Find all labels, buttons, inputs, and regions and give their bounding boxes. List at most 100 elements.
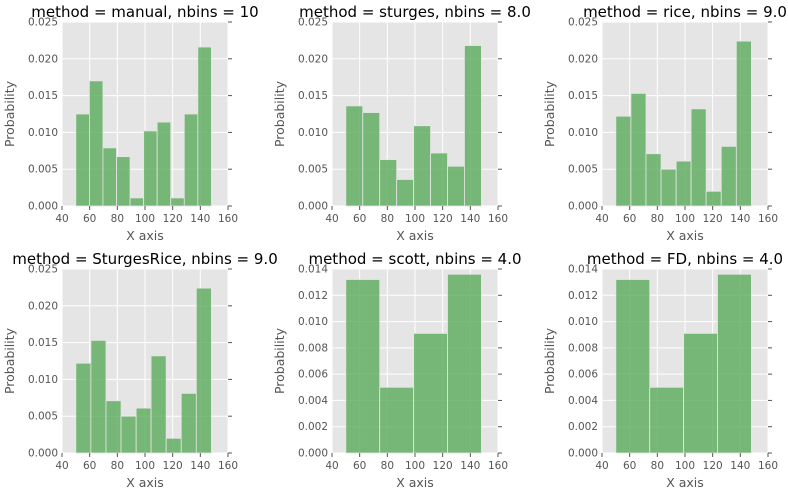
histogram-bar — [615, 115, 632, 207]
y-tick-label: 0.025 — [28, 17, 58, 29]
x-tick-label: 140 — [460, 213, 480, 225]
y-axis-label: Probability — [542, 327, 557, 394]
y-tick-label: 0.004 — [568, 395, 598, 407]
x-tick-label: 120 — [163, 460, 183, 472]
x-tick-label: 80 — [111, 460, 124, 472]
y-tick-label: 0.020 — [28, 300, 58, 312]
y-tick-label: 0.015 — [28, 90, 58, 102]
subplot-title: method = rice, nbins = 9.0 — [583, 3, 787, 21]
x-tick-label: 80 — [651, 213, 664, 225]
histogram-bar — [413, 332, 448, 454]
histogram-bar — [143, 130, 158, 207]
y-tick-label: 0.002 — [298, 421, 328, 433]
x-tick-label: 160 — [758, 213, 778, 225]
subplot-6: 40 60 80 100 120 140 160 0.000 0.002 0.004 0.006 0.… — [542, 250, 783, 490]
histogram-bar — [615, 279, 651, 454]
x-tick-label: 40 — [595, 460, 608, 472]
histogram-bar — [447, 273, 482, 454]
histogram-bar — [165, 437, 182, 454]
histogram-bar — [88, 80, 104, 207]
x-axis-label: X axis — [396, 228, 434, 243]
histogram-bar — [660, 168, 677, 207]
y-tick-label: 0.005 — [298, 164, 328, 176]
x-axis-label: X axis — [396, 475, 434, 490]
x-tick-label: 140 — [730, 213, 750, 225]
x-tick-label: 140 — [460, 460, 480, 472]
y-tick-label: 0.010 — [28, 374, 58, 386]
x-tick-label: 60 — [623, 213, 636, 225]
x-tick-label: 100 — [135, 460, 155, 472]
histogram-bar — [362, 112, 381, 207]
histogram-bar — [649, 386, 685, 454]
y-tick-label: 0.020 — [28, 53, 58, 65]
x-tick-label: 120 — [703, 213, 723, 225]
x-tick-label: 80 — [381, 213, 394, 225]
histogram-bar — [379, 386, 415, 454]
histogram-bar — [345, 279, 381, 454]
x-tick-label: 100 — [135, 213, 155, 225]
histogram-bar — [705, 190, 722, 207]
subplot-4: 40 60 80 100 120 140 160 0.000 0.005 0.010 0.015 0.… — [2, 250, 278, 490]
x-tick-label: 60 — [353, 213, 366, 225]
y-tick-label: 0.002 — [568, 421, 598, 433]
histogram-bar — [105, 400, 122, 454]
x-tick-label: 80 — [381, 460, 394, 472]
histogram-bar — [197, 46, 212, 207]
y-tick-label: 0.005 — [28, 411, 58, 423]
y-tick-label: 0.015 — [568, 90, 598, 102]
histogram-bar — [675, 160, 692, 207]
y-tick-label: 0.008 — [298, 342, 328, 354]
x-axis-label: X axis — [666, 475, 704, 490]
subplot-title: method = scott, nbins = 4.0 — [308, 250, 521, 268]
y-tick-label: 0.006 — [568, 369, 598, 381]
x-tick-label: 160 — [488, 460, 508, 472]
subplot-title: method = SturgesRice, nbins = 9.0 — [12, 250, 278, 268]
x-tick-label: 160 — [218, 460, 238, 472]
x-tick-label: 60 — [623, 460, 636, 472]
histogram-bar — [170, 197, 185, 207]
histogram-bar — [150, 355, 167, 454]
y-tick-label: 0.020 — [568, 53, 598, 65]
y-tick-label: 0.008 — [568, 342, 598, 354]
histogram-bar — [183, 113, 199, 207]
y-tick-label: 0.010 — [28, 127, 58, 139]
histogram-bar — [645, 153, 662, 207]
subplot-2: 40 60 80 100 120 140 160 0.000 0.005 0.010 0.015 0.… — [272, 3, 531, 243]
subplot-3: 40 60 80 100 120 140 160 0.000 0.005 0.010 0.015 0.… — [542, 3, 787, 243]
x-tick-label: 40 — [325, 213, 338, 225]
x-tick-label: 40 — [325, 460, 338, 472]
x-tick-label: 120 — [433, 460, 453, 472]
histogram-bar — [379, 159, 398, 207]
histogram-bar — [90, 339, 107, 454]
x-tick-label: 60 — [83, 213, 96, 225]
x-tick-label: 40 — [595, 213, 608, 225]
x-tick-label: 60 — [83, 460, 96, 472]
x-tick-label: 160 — [218, 213, 238, 225]
y-tick-label: 0.014 — [298, 264, 328, 276]
histogram-bar — [116, 156, 131, 207]
histogram-bar — [75, 113, 90, 207]
histogram-bar — [447, 165, 465, 207]
y-tick-label: 0.004 — [298, 395, 328, 407]
subplot-1: 40 60 80 100 120 140 160 0.000 0.005 0.010 0.015 0.… — [2, 3, 259, 243]
histogram-bar — [102, 147, 117, 207]
y-tick-label: 0.010 — [568, 127, 598, 139]
y-tick-label: 0.012 — [568, 290, 598, 302]
subplot-title: method = FD, nbins = 4.0 — [587, 250, 783, 268]
y-tick-label: 0.015 — [28, 337, 58, 349]
y-tick-label: 0.005 — [28, 164, 58, 176]
histogram-bar — [120, 415, 137, 454]
y-tick-label: 0.010 — [568, 316, 598, 328]
histogram-bar — [396, 179, 415, 207]
histogram-bar — [735, 40, 752, 207]
y-tick-label: 0.014 — [568, 264, 598, 276]
x-tick-label: 40 — [55, 460, 68, 472]
y-axis-label: Probability — [272, 327, 287, 394]
histogram-bar — [156, 121, 172, 207]
y-axis-label: Probability — [2, 327, 17, 394]
y-axis-label: Probability — [2, 80, 17, 147]
x-axis-label: X axis — [126, 475, 164, 490]
y-tick-label: 0.025 — [298, 17, 328, 29]
x-tick-label: 100 — [675, 213, 695, 225]
